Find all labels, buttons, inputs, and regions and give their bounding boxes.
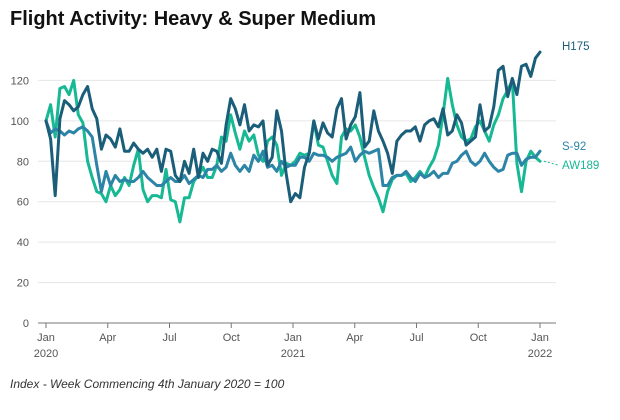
legend-label-aw189: AW189	[562, 160, 599, 172]
x-tick-label: Oct	[470, 332, 487, 344]
y-tick-label: 0	[23, 318, 29, 330]
x-tick-label: Jul	[409, 332, 423, 344]
legend-label-h175: H175	[562, 41, 590, 53]
x-tick-label: Oct	[223, 332, 240, 344]
y-tick-label: 40	[17, 237, 29, 249]
y-tick-label: 100	[11, 116, 29, 128]
chart-title: Flight Activity: Heavy & Super Medium	[10, 8, 376, 30]
series-line-s-92	[44, 119, 542, 194]
legend-label-s-92: S-92	[562, 141, 586, 153]
x-tick-label: Apr	[346, 332, 363, 344]
axes: 0 20 40 60 80 100 120 Jan 2020 Apr Jul Oct Jan 2021 Ap…	[11, 75, 556, 360]
series-line-aw189	[44, 76, 542, 224]
chart-footnote: Index - Week Commencing 4th January 2020…	[10, 377, 285, 391]
y-tick-label: 80	[17, 156, 29, 168]
x-tick-year-label: 2020	[34, 348, 58, 360]
legend: H175 S-92 AW189	[543, 41, 599, 172]
x-tick-label: Apr	[99, 332, 116, 344]
y-tick-label: 60	[17, 197, 29, 209]
x-tick-label: Jul	[162, 332, 176, 344]
x-tick-label: Jan	[37, 332, 55, 344]
x-tick-label: Jan	[284, 332, 302, 344]
series-line-h175	[44, 50, 542, 204]
legend-leader-aw189	[543, 160, 559, 166]
x-tick-year-label: 2022	[528, 348, 552, 360]
x-tick-label: Jan	[531, 332, 549, 344]
series-lines	[44, 50, 542, 224]
y-tick-label: 20	[17, 278, 29, 290]
x-tick-year-label: 2021	[281, 348, 305, 360]
y-tick-label: 120	[11, 75, 29, 87]
